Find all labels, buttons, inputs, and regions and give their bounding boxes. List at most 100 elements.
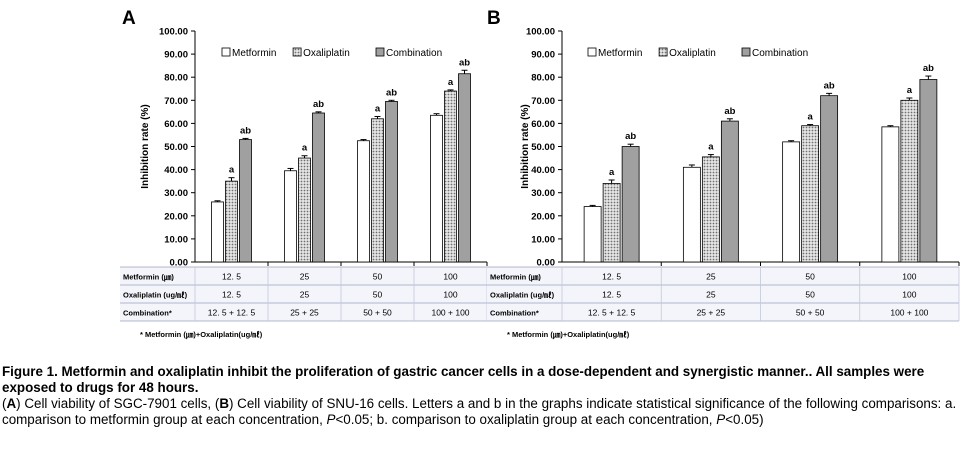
dose-table-cell: 100 [902, 272, 916, 282]
caption-b-text: Cell viability of SNU-16 cells. Letters … [2, 396, 957, 427]
bar-combination [385, 101, 398, 263]
bar-metformin [284, 170, 297, 263]
bar-metformin [682, 166, 701, 263]
panel-b: B 0.00 10.00 20.00 30.00 40.00 50.00 60.00 70.0… [487, 0, 974, 350]
significance-label: ab [386, 87, 397, 98]
significance-label: ab [824, 80, 835, 91]
dose-table-cell: 25 [706, 290, 716, 300]
legend-label-oxaliplatin: Oxaliplatin [303, 48, 350, 59]
bar-oxaliplatin [602, 183, 621, 263]
caption-title: Figure 1. Metformin and oxaliplatin inhi… [2, 364, 925, 395]
caption-p2: P [716, 412, 726, 427]
significance-label: a [807, 112, 813, 123]
dose-table-cell: 12. 5 [602, 272, 621, 282]
significance-label: ab [625, 131, 636, 142]
caption-body: (A) Cell viability of SGC-7901 cells, (B… [2, 396, 957, 427]
y-tick-label: 10.00 [531, 234, 555, 245]
legend-label-combination: Combination [752, 48, 808, 59]
figure-caption: Figure 1. Metformin and oxaliplatin inhi… [2, 364, 972, 428]
y-tick-label: 0.00 [170, 258, 189, 269]
dose-table-cell: 12. 5 [602, 290, 621, 300]
legend-label-oxaliplatin: Oxaliplatin [669, 48, 716, 59]
significance-label: ab [923, 63, 934, 74]
dose-table-cell: 25 [706, 272, 716, 282]
dose-table-cell: 50 [805, 290, 815, 300]
significance-label: ab [459, 57, 470, 68]
y-tick-label: 40.00 [531, 165, 555, 176]
y-tick-label: 70.00 [531, 96, 555, 107]
chart-b: 0.00 10.00 20.00 30.00 40.00 50.00 60.00 70.00 8… [487, 27, 960, 340]
y-tick-label: 100.00 [526, 27, 555, 38]
legend-swatch-metformin [587, 47, 597, 57]
bar-metformin [211, 201, 224, 263]
dose-table-row-label: Oxaliplatin (ug/㎖) [490, 290, 555, 300]
significance-label: a [609, 167, 615, 178]
dose-table-row-label: Metformin (㎛) [490, 273, 541, 283]
dose-table-row-label: Oxaliplatin (ug/㎖) [123, 290, 188, 300]
bar-metformin [583, 206, 602, 263]
significance-label: a [448, 77, 454, 88]
dose-table-row-label: Combination* [490, 309, 539, 318]
y-tick-label: 30.00 [531, 188, 555, 199]
dose-table-cell: 12. 5 [222, 290, 241, 300]
significance-label: ab [724, 106, 735, 117]
dose-table-cell: 50 + 50 [796, 308, 825, 318]
panel-a: A 0.00 10.00 20.00 30.00 40.00 50.00 60.00 70.0… [0, 0, 488, 350]
y-tick-label: 20.00 [164, 211, 188, 222]
chart-a: 0.00 10.00 20.00 30.00 40.00 50.00 60.00 70.00 8… [120, 27, 488, 340]
y-tick-label: 60.00 [531, 119, 555, 130]
caption-p1: P [326, 412, 336, 427]
y-tick-label: 40.00 [164, 165, 188, 176]
significance-label: a [708, 142, 714, 153]
dose-table-cell: 50 + 50 [363, 308, 392, 318]
y-axis-title: Inhibition rate (%) [140, 104, 151, 188]
dose-table-cell: 12. 5 + 12. 5 [588, 308, 636, 318]
dose-table-cell: 100 [902, 290, 916, 300]
dose-table-cell: 50 [373, 272, 383, 282]
significance-label: a [375, 103, 381, 114]
bar-metformin [782, 141, 801, 263]
y-tick-label: 50.00 [531, 142, 555, 153]
caption-a-text: Cell viability of SGC-7901 cells, [24, 396, 212, 411]
dose-table-cell: 50 [373, 290, 383, 300]
y-tick-label: 50.00 [164, 142, 188, 153]
dose-table-cell: 25 [300, 272, 310, 282]
bar-metformin [881, 126, 900, 263]
y-tick-label: 90.00 [164, 50, 188, 61]
bar-oxaliplatin [298, 157, 311, 263]
legend-swatch-oxaliplatin [292, 47, 302, 57]
significance-label: a [907, 85, 913, 96]
significance-label: a [229, 165, 235, 176]
significance-label: ab [240, 125, 251, 136]
bar-oxaliplatin [900, 99, 919, 263]
bar-oxaliplatin [701, 156, 720, 263]
legend-swatch-oxaliplatin [658, 47, 668, 57]
y-tick-label: 100.00 [159, 27, 188, 38]
dose-table-bg [120, 267, 487, 321]
legend-swatch-metformin [221, 47, 231, 57]
caption-p2-rest: <0.05) [725, 412, 764, 427]
dose-table-row-label: Combination* [123, 309, 172, 318]
bar-oxaliplatin [444, 90, 457, 263]
caption-a-letter: A [6, 396, 17, 411]
bar-metformin [430, 114, 443, 263]
bar-combination [621, 146, 640, 263]
y-tick-label: 90.00 [531, 50, 555, 61]
legend-label-metformin: Metformin [232, 48, 276, 59]
bar-combination [820, 95, 839, 263]
dose-table-footnote: * Metformin (㎛)+Oxaliplatin(ug/㎖) [507, 329, 630, 340]
y-tick-label: 0.00 [537, 258, 556, 269]
dose-table-cell: 25 + 25 [697, 308, 726, 318]
bar-combination [239, 139, 252, 263]
legend-label-combination: Combination [386, 48, 442, 59]
y-tick-label: 30.00 [164, 188, 188, 199]
dose-table-cell: 100 + 100 [890, 308, 928, 318]
bar-oxaliplatin [801, 125, 820, 263]
dose-table-cell: 12. 5 + 12. 5 [208, 308, 256, 318]
y-tick-label: 80.00 [531, 73, 555, 84]
bar-oxaliplatin [225, 180, 238, 263]
dose-table-row-label: Metformin (㎛) [123, 273, 174, 283]
dose-table-footnote: * Metformin (㎛)+Oxaliplatin(ug/㎖) [140, 329, 263, 340]
panel-letter-a: A [122, 8, 136, 29]
y-tick-label: 80.00 [164, 73, 188, 84]
